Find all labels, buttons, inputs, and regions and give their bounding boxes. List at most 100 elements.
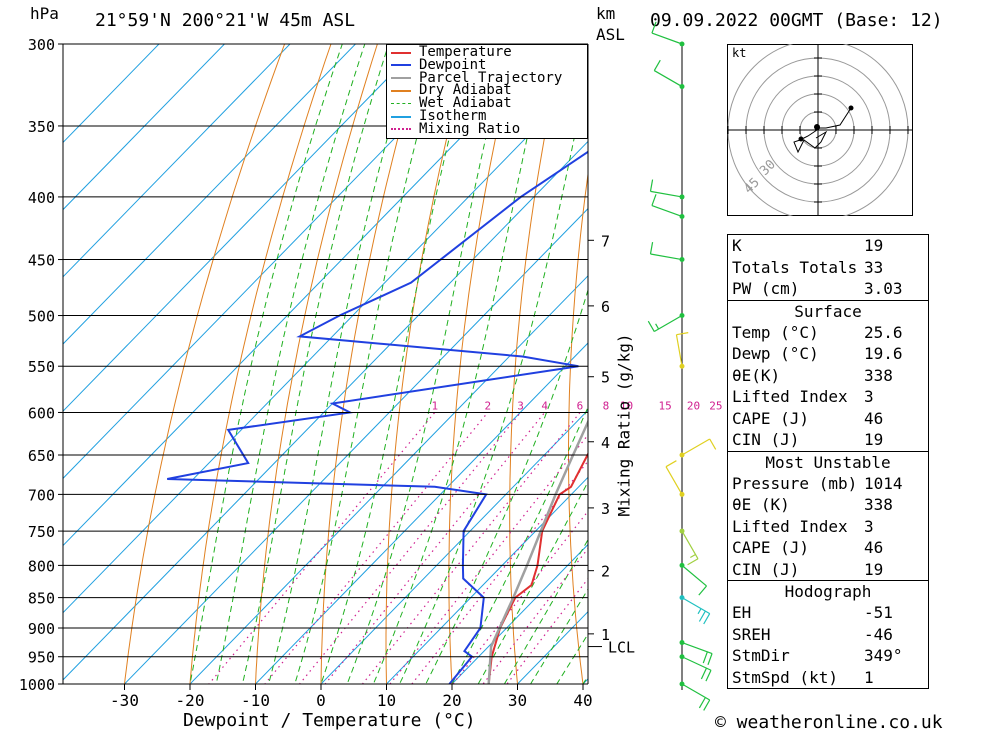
dry-adiabat-line bbox=[123, 44, 286, 684]
wind-barb-flag bbox=[676, 332, 689, 336]
dry-adiabat-line bbox=[448, 44, 518, 684]
wet-adiabat-line bbox=[399, 70, 588, 684]
pressure-tick-label: 850 bbox=[28, 590, 55, 608]
height-tick-label: 3 bbox=[601, 500, 610, 518]
location-title: 21°59'N 200°21'W 45m ASL bbox=[95, 10, 356, 31]
index-value: 19 bbox=[864, 430, 884, 449]
isotherm-line bbox=[123, 207, 588, 684]
temperature-tick-label: -30 bbox=[110, 691, 139, 710]
wet-adiabat-line bbox=[451, 406, 588, 684]
mixing-ratio-line bbox=[361, 412, 581, 684]
isotherm-line bbox=[189, 275, 588, 684]
index-label: CAPE (J) bbox=[732, 408, 810, 428]
dry-adiabat-line bbox=[934, 7, 1000, 710]
index-row: Lifted Index 3 bbox=[728, 386, 928, 408]
index-label: θE(K) bbox=[732, 365, 781, 385]
legend-label: Mixing Ratio bbox=[419, 120, 521, 137]
mixing-ratio-label: 3 bbox=[517, 399, 524, 412]
legend-swatch bbox=[391, 128, 411, 131]
temperature-tick-label: -20 bbox=[176, 691, 205, 710]
height-tick-label: 7 bbox=[601, 232, 610, 250]
index-label: CAPE (J) bbox=[732, 538, 810, 557]
pressure-tick-label: 500 bbox=[28, 308, 55, 326]
wind-barb-flag bbox=[709, 438, 717, 450]
mixing-ratio-label: 6 bbox=[577, 399, 584, 412]
height-tick-label: 2 bbox=[601, 563, 610, 581]
index-value: 33 bbox=[864, 257, 884, 277]
pressure-tick-label: 750 bbox=[28, 523, 55, 541]
most-unstable-title: Most Unstable bbox=[765, 452, 891, 472]
index-label: StmSpd (kt) bbox=[732, 667, 838, 687]
wet-adiabat-line bbox=[530, 588, 588, 684]
mixing-ratio-line bbox=[482, 547, 588, 684]
pressure-tick-label: 950 bbox=[28, 649, 55, 667]
index-row: StmDir 349° bbox=[728, 645, 928, 667]
legend-item: Parcel Trajectory bbox=[391, 69, 563, 86]
pressure-tick-label: 800 bbox=[28, 557, 55, 575]
pressure-tick-label: 400 bbox=[28, 189, 55, 207]
mixing-ratio-label: 20 bbox=[687, 399, 700, 412]
pressure-tick-label: 600 bbox=[28, 404, 55, 422]
index-row: StmSpd (kt) 1 bbox=[728, 667, 928, 689]
index-row: Pressure (mb) 1014 bbox=[728, 473, 928, 495]
dry-adiabat-line bbox=[981, 7, 1000, 710]
index-row: θE (K) 338 bbox=[728, 494, 928, 516]
mixing-ratio-label: 1 bbox=[431, 399, 438, 412]
pressure-tick-label: 550 bbox=[28, 358, 55, 376]
isotherm-line bbox=[320, 409, 588, 684]
height-tick-label: 6 bbox=[601, 298, 610, 316]
wet-adiabat-line bbox=[372, 44, 549, 684]
index-row: Totals Totals 33 bbox=[728, 257, 928, 279]
legend-label: Wet Adiabat bbox=[419, 95, 512, 112]
index-value: 3 bbox=[864, 387, 874, 406]
wind-barb-half-flag bbox=[655, 323, 660, 330]
wind-barb-flag bbox=[703, 613, 711, 625]
wind-barb bbox=[651, 32, 683, 45]
wind-barb-flag bbox=[653, 59, 661, 71]
height-tick-label: 4 bbox=[601, 434, 610, 452]
hodograph-unit-label: kt bbox=[732, 46, 746, 60]
index-row: Lifted Index 3 bbox=[728, 516, 928, 538]
isotherm-line bbox=[63, 140, 588, 681]
footer-credit: © weatheronline.co.uk bbox=[715, 712, 943, 733]
index-value: 46 bbox=[864, 538, 884, 557]
legend-label: Isotherm bbox=[419, 108, 487, 124]
index-label: CIN (J) bbox=[732, 430, 800, 449]
wind-barb bbox=[653, 315, 683, 333]
wet-adiabat-line bbox=[268, 44, 415, 684]
wind-barb-flag bbox=[651, 21, 657, 34]
wet-adiabat-line bbox=[346, 44, 509, 684]
wet-adiabat-line bbox=[241, 44, 390, 684]
wind-barb-flag bbox=[700, 667, 708, 680]
index-value: 1014 bbox=[864, 473, 903, 493]
dry-adiabat-line bbox=[509, 44, 564, 684]
mixing-ratio-label: 4 bbox=[541, 399, 548, 412]
pressure-tick-label: 700 bbox=[28, 486, 55, 504]
pressure-tick-label: 300 bbox=[28, 36, 55, 54]
index-label: CIN (J) bbox=[732, 559, 800, 579]
wet-adiabat-line bbox=[320, 44, 474, 684]
mixing-ratio-label: 15 bbox=[659, 399, 672, 412]
index-value: 3.03 bbox=[864, 279, 903, 298]
wet-adiabat-line bbox=[556, 633, 588, 684]
index-row: CIN (J) 19 bbox=[728, 429, 928, 451]
wind-barb bbox=[681, 683, 711, 701]
index-label: K bbox=[732, 236, 742, 255]
wet-adiabat-line bbox=[294, 44, 443, 684]
mixing-ratio-label: 2 bbox=[484, 399, 491, 412]
legend-swatch bbox=[391, 51, 411, 54]
index-row: CIN (J) 19 bbox=[728, 559, 928, 581]
indices-table: K 19 Totals Totals 33 PW (cm) 3.03 Surface Te… bbox=[727, 234, 929, 689]
chart-legend: Temperature Dewpoint Parcel Trajectory Dry … bbox=[386, 44, 588, 139]
index-value: -51 bbox=[864, 603, 893, 622]
isotherm-line bbox=[451, 543, 588, 684]
index-row: Temp (°C) 25.6 bbox=[728, 322, 928, 344]
wind-barb bbox=[650, 253, 683, 261]
temperature-tick-label: 40 bbox=[573, 691, 592, 710]
wind-barb bbox=[681, 564, 707, 587]
mixing-ratio-line bbox=[324, 412, 546, 684]
pressure-tick-label: 450 bbox=[28, 252, 55, 270]
legend-label: Parcel Trajectory bbox=[419, 69, 563, 86]
index-value: 338 bbox=[864, 365, 893, 385]
legend-item: Isotherm bbox=[391, 108, 487, 124]
